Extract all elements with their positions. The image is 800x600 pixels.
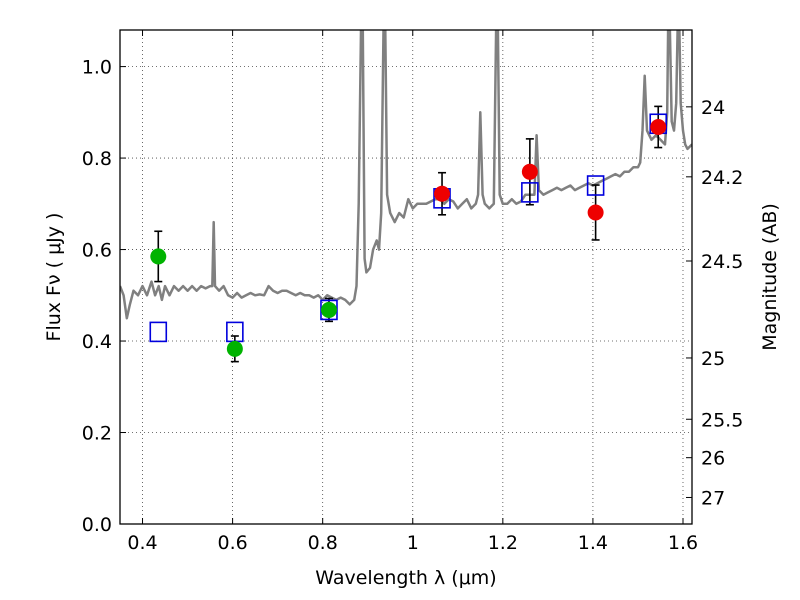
x-axis-label: Wavelength λ (μm) [315,567,496,589]
red-data-point [587,204,604,221]
y2-tick-label: 24.2 [701,167,743,189]
red-data-point [650,118,667,135]
x-tick-label: 1 [407,532,419,554]
y-tick-label: 0.6 [82,240,112,262]
ticks-group: 0.4 0.6 0.8 1 1.2 1.4 1.6 0.0 0.2 0.4 0.6 0.8 1.0 24 2… [82,30,743,554]
x-tick-label: 1.4 [578,532,608,554]
y2-tick-label: 24 [701,97,725,119]
y2-tick-label: 25.5 [701,409,743,431]
model-boxes-group [149,113,668,343]
y2-tick-label: 27 [701,487,725,509]
green-data-point [226,340,243,357]
y-tick-label: 1.0 [82,57,112,79]
model-box [149,321,168,343]
green-data-point [320,301,337,318]
y-axis-label: Flux Fν ( μJy ) [43,213,65,342]
y-tick-label: 0.4 [82,331,112,353]
x-tick-label: 1.6 [668,532,698,554]
y2-tick-label: 26 [701,448,725,470]
data-points-group [150,118,667,357]
y2-tick-label: 24.5 [701,251,743,273]
grid [120,30,692,525]
y-tick-label: 0.8 [82,148,112,170]
spectrum-group [120,30,692,320]
model-box [521,182,539,203]
x-tick-label: 1.2 [488,532,518,554]
model-box [586,175,605,196]
plot-frame [119,29,693,525]
y-tick-label: 0.0 [82,514,112,536]
spectrum-line [120,30,692,320]
y-tick-label: 0.2 [82,423,112,445]
green-data-point [150,248,167,265]
y2-tick-label: 25 [701,348,725,370]
x-tick-label: 0.4 [127,532,157,554]
red-data-point [434,185,451,202]
errorbars-group [154,105,663,363]
red-data-point [521,163,538,180]
y2-axis-label: Magnitude (AB) [759,203,781,351]
x-tick-label: 0.6 [217,532,247,554]
x-tick-label: 0.8 [308,532,338,554]
